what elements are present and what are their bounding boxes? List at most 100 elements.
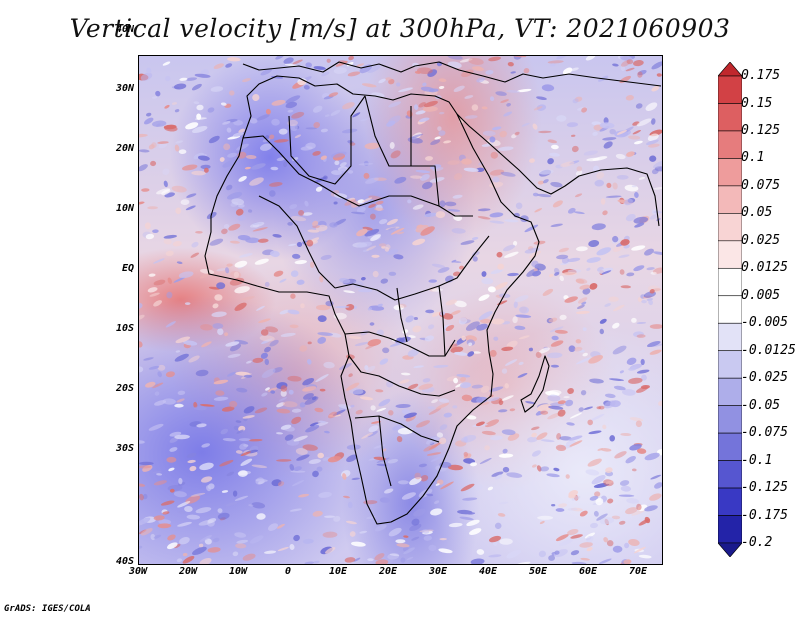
field-cell	[612, 322, 620, 329]
colorbar-label: 0.005	[741, 287, 781, 303]
field-cell	[175, 140, 184, 144]
field-cell	[191, 170, 206, 176]
field-cell	[267, 387, 278, 392]
field-cell	[427, 406, 435, 410]
field-cell	[303, 393, 314, 400]
field-cell	[278, 128, 288, 135]
field-cell	[542, 288, 554, 296]
field-cell	[367, 307, 373, 311]
field-cell	[471, 384, 483, 389]
field-cell	[531, 432, 537, 438]
field-cell	[433, 500, 440, 505]
field-cell	[550, 364, 559, 368]
field-cell	[597, 448, 604, 451]
field-cell	[401, 409, 411, 415]
field-cell	[651, 61, 662, 70]
field-cell	[320, 128, 328, 133]
field-cell	[148, 423, 164, 431]
field-cell	[452, 405, 458, 409]
field-cell	[298, 209, 305, 216]
field-cell	[554, 329, 568, 334]
field-cell	[287, 109, 294, 113]
field-cell	[413, 508, 426, 517]
field-cell	[361, 432, 374, 439]
field-cell	[447, 160, 460, 165]
field-cell	[375, 200, 384, 205]
field-cell	[185, 77, 198, 81]
field-cell	[292, 59, 303, 65]
field-cell	[249, 535, 264, 544]
field-cell	[217, 512, 230, 520]
y-tick-label: 40S	[115, 556, 134, 567]
y-tick-label: 20S	[115, 383, 134, 394]
field-cell	[275, 56, 285, 60]
field-cell	[424, 212, 438, 217]
field-cell	[471, 236, 479, 241]
field-cell	[139, 164, 148, 172]
field-cell	[447, 464, 463, 471]
field-cell	[562, 67, 573, 75]
field-cell	[545, 390, 560, 397]
field-cell	[158, 142, 168, 149]
field-cell	[656, 73, 662, 77]
field-cell	[489, 220, 505, 224]
field-cell	[606, 182, 612, 188]
field-cell	[568, 435, 583, 441]
field-cell	[635, 420, 643, 428]
field-cell	[586, 535, 594, 543]
field-cell	[482, 130, 496, 137]
field-cell	[633, 140, 643, 145]
field-cell	[287, 119, 298, 127]
field-cell	[198, 543, 204, 548]
colorbar-label: -0.025	[741, 370, 788, 386]
field-cell	[174, 353, 189, 362]
field-cell	[603, 117, 609, 125]
field-cell	[452, 271, 461, 277]
field-cell	[228, 223, 241, 231]
field-cell	[139, 366, 144, 373]
field-cell	[409, 523, 422, 532]
field-cell	[405, 315, 414, 323]
field-cell	[459, 265, 464, 270]
field-cell	[304, 200, 309, 207]
field-cell	[367, 338, 382, 347]
field-cell	[279, 309, 290, 315]
field-cell	[330, 151, 347, 158]
y-tick-label: 40N	[115, 24, 134, 35]
field-cell	[456, 374, 471, 378]
field-cell	[254, 258, 269, 265]
field-cell	[280, 390, 287, 397]
field-cell	[148, 144, 155, 150]
field-cell	[499, 130, 507, 138]
field-cell	[349, 531, 356, 537]
field-cell	[568, 345, 576, 353]
field-cell	[647, 340, 661, 348]
field-cell	[217, 328, 224, 336]
field-cell	[201, 341, 212, 348]
field-cell	[200, 476, 213, 483]
field-cell	[178, 477, 183, 485]
field-cell	[186, 193, 197, 198]
colorbar-segment	[718, 240, 742, 269]
field-cell	[494, 522, 502, 530]
field-cell	[276, 157, 286, 162]
field-cell	[652, 251, 662, 256]
colorbar-segment	[718, 75, 742, 104]
field-cell	[362, 249, 370, 253]
field-cell	[587, 458, 602, 467]
field-cell	[647, 133, 659, 142]
field-cell	[632, 130, 641, 135]
field-cell	[388, 527, 402, 537]
field-cell	[330, 109, 341, 116]
field-cell	[158, 519, 172, 525]
field-cell	[339, 278, 351, 284]
colorbar-label: 0.1	[741, 150, 765, 166]
field-cell	[591, 223, 606, 231]
field-cell	[501, 368, 508, 374]
field-cell	[504, 219, 519, 223]
field-cell	[626, 498, 640, 504]
field-cell	[498, 501, 509, 505]
field-cell	[439, 200, 446, 207]
field-cell	[369, 305, 385, 311]
field-cell	[438, 78, 447, 83]
